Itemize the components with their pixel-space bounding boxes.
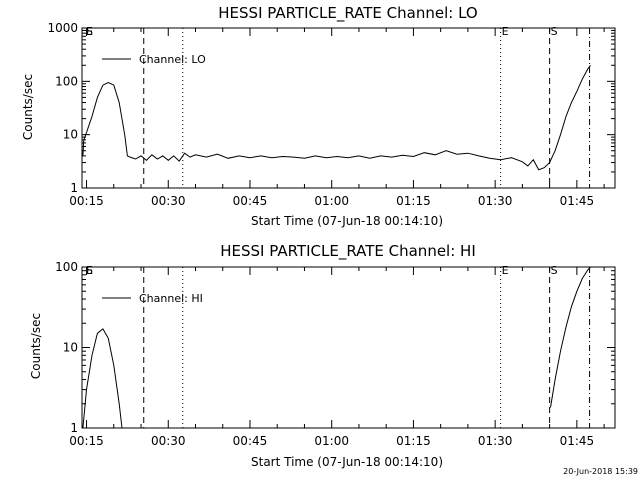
legend-label: Channel: HI (139, 292, 203, 305)
x-tick-label: 01:45 (560, 194, 595, 208)
x-tick-label: 01:15 (396, 194, 431, 208)
x-tick-label: 00:15 (69, 434, 104, 448)
x-tick-label: 01:45 (560, 434, 595, 448)
x-tick-label: 01:30 (478, 434, 513, 448)
y-tick-label: 1 (70, 421, 78, 435)
event-marker-label: E (86, 264, 93, 277)
plot-frame (81, 27, 616, 189)
data-series-line (82, 65, 591, 171)
event-marker-label: E (86, 25, 93, 38)
y-tick-label: 1000 (47, 21, 78, 35)
data-series-line (82, 266, 591, 429)
x-axis-label: Start Time (07-Jun-18 00:14:10) (251, 455, 443, 469)
event-marker-label: E (502, 264, 509, 277)
x-tick-label: 00:30 (151, 434, 186, 448)
footer-timestamp: 20-Jun-2018 15:39 (563, 467, 638, 476)
y-tick-label: 100 (55, 74, 78, 88)
x-tick-label: 01:00 (314, 194, 349, 208)
x-tick-label: 00:15 (69, 194, 104, 208)
event-marker-label: S (86, 25, 93, 38)
y-axis-label: Counts/sec (29, 313, 43, 379)
y-tick-label: 10 (63, 128, 78, 142)
x-tick-label: 01:00 (314, 434, 349, 448)
event-marker-label: S (551, 25, 558, 38)
hi-channel-panel: HESSI PARTICLE_RATE Channel: HI Counts/s… (29, 242, 616, 469)
legend: Channel: HI (102, 292, 203, 305)
x-tick-label: 00:45 (233, 434, 268, 448)
legend: Channel: LO (102, 53, 206, 66)
x-tick-label: 00:45 (233, 194, 268, 208)
y-tick-label: 1 (70, 181, 78, 195)
chart-title: HESSI PARTICLE_RATE Channel: HI (220, 242, 476, 261)
x-tick-label: 01:30 (478, 194, 513, 208)
x-axis-label: Start Time (07-Jun-18 00:14:10) (251, 214, 443, 228)
event-marker-label: S (86, 264, 93, 277)
lo-channel-panel: HESSI PARTICLE_RATE Channel: LO Counts/s… (21, 4, 616, 228)
event-marker-label: E (502, 25, 509, 38)
y-tick-label: 10 (63, 341, 78, 355)
y-tick-label: 100 (55, 260, 78, 274)
x-tick-label: 01:15 (396, 434, 431, 448)
chart-title: HESSI PARTICLE_RATE Channel: LO (218, 4, 477, 23)
legend-label: Channel: LO (139, 53, 206, 66)
y-axis-label: Counts/sec (21, 74, 35, 140)
event-marker-label: S (551, 264, 558, 277)
x-tick-label: 00:30 (151, 194, 186, 208)
